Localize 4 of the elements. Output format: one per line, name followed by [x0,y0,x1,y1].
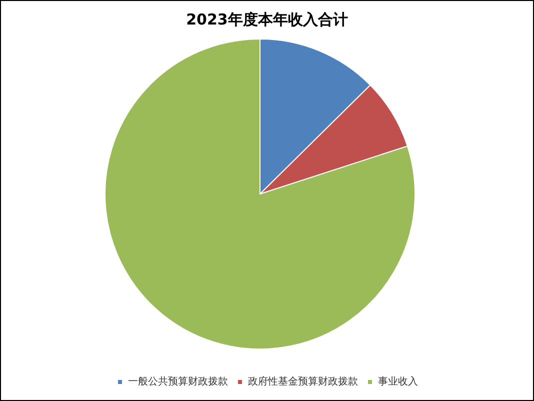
chart-title: 2023年度本年收入合计 [186,10,348,28]
legend-label: 政府性基金预算财政拨款 [248,376,358,388]
legend-label: 事业收入 [378,376,418,388]
legend-label: 一般公共预算财政拨款 [128,376,228,388]
